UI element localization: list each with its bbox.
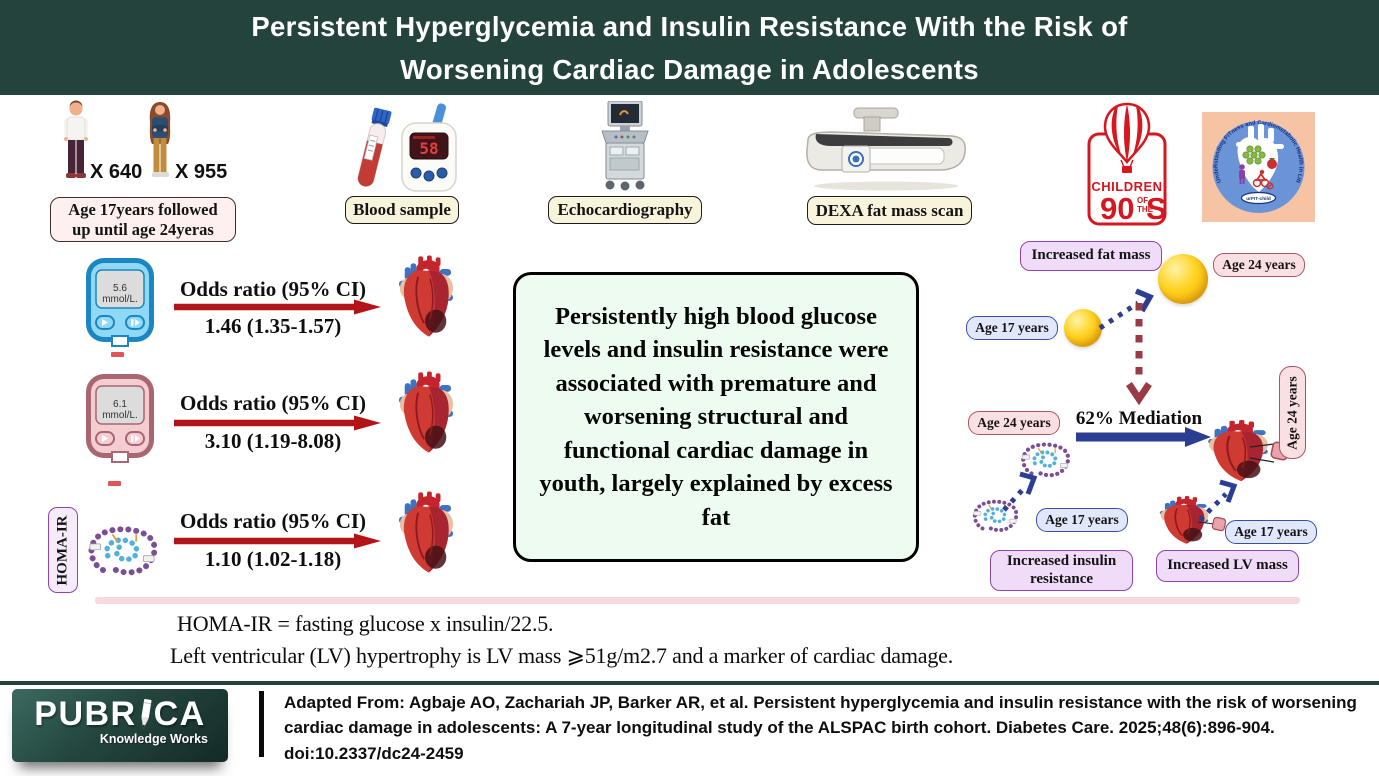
pubrica-wordmark-pre: PUBR xyxy=(34,695,137,733)
insulin-molecule-icon xyxy=(84,520,160,582)
footer-divider xyxy=(0,681,1379,685)
cyclist-icon xyxy=(1252,169,1274,190)
children90s-90: 90 xyxy=(1100,191,1134,226)
lv-age-24-label: Age 24 years xyxy=(1279,366,1306,459)
lv-growth-dotted-arrow xyxy=(1198,479,1238,522)
minus-dash-icon xyxy=(111,352,124,357)
children-of-the-90s-logo: CHILDREN 90 OF THE S xyxy=(1087,102,1167,226)
dexa-scanner-icon xyxy=(806,107,966,191)
lv-age-24-text: Age 24 years xyxy=(1284,375,1300,450)
fat-age-17-label: Age 17 years xyxy=(966,316,1058,340)
increased-lv-mass-label: Increased LV mass xyxy=(1156,550,1299,582)
citation-text: Adapted From: Agbaje AO, Zachariah JP, B… xyxy=(284,693,1357,763)
pubrica-wordmark-post: CA xyxy=(153,695,206,733)
heart-callout-small xyxy=(1197,516,1227,532)
insulin-growth-dotted-arrow xyxy=(1002,471,1038,512)
female-figure-icon xyxy=(149,102,171,177)
insulin-label-line2: resistance xyxy=(1029,570,1094,587)
pubrica-tagline: Knowledge Works xyxy=(99,732,208,746)
heart-icon-3 xyxy=(397,491,455,577)
odds-ratio-value-1: 1.46 (1.35-1.57) xyxy=(204,314,342,338)
blood-tube-icon xyxy=(357,107,392,187)
glucose-reading-1: 5.6 mmol/L. xyxy=(102,283,138,305)
strawberry-icon xyxy=(1267,158,1277,169)
fat-growth-dotted-arrow xyxy=(1098,288,1154,331)
children90s-the: THE xyxy=(1137,205,1154,214)
pencil-icon xyxy=(141,698,152,729)
mediation-percent: 62% Mediation xyxy=(1075,408,1203,429)
odds-ratio-value-2: 3.10 (1.19-8.08) xyxy=(204,429,342,453)
insulin-age-24-text: Age 24 years xyxy=(977,415,1051,430)
grapes-icon xyxy=(1242,145,1266,165)
increased-lv-mass-text: Increased LV mass xyxy=(1167,557,1288,574)
dexa-text: DEXA fat mass scan xyxy=(815,200,964,220)
insulin-age-17-text: Age 17 years xyxy=(1045,512,1119,527)
fat-age-17-text: Age 17 years xyxy=(975,320,1049,335)
red-arrow-3 xyxy=(174,533,381,549)
glucometer-reading: 58 xyxy=(419,139,438,158)
glucose-reading-2: 6.1 mmol/L. xyxy=(102,399,138,421)
homa-ir-text: HOMA-IR xyxy=(54,515,71,585)
title-line1: Persistent Hyperglycemia and Insulin Res… xyxy=(251,11,1128,42)
increased-fat-mass-label: Increased fat mass xyxy=(1020,241,1162,271)
lv-age-17-label: Age 17 years xyxy=(1225,520,1317,544)
conclusion-text: Persistently high blood glucose levels a… xyxy=(539,302,893,531)
glucometer-icon: 58 xyxy=(401,103,457,192)
fat-ball-large xyxy=(1158,254,1208,304)
female-count: X 955 xyxy=(175,161,228,183)
odds-ratio-label-3: Odds ratio (95% CI) xyxy=(179,509,367,533)
children90s-s: S xyxy=(1146,191,1167,226)
pink-divider xyxy=(95,597,1300,604)
echocardiography-machine-icon xyxy=(601,101,649,191)
cohort-label: Age 17years followed up until age 24yera… xyxy=(50,197,236,242)
pubrica-wordmark: PUBR CA xyxy=(12,697,228,731)
insulin-age-24-label: Age 24 years xyxy=(968,411,1060,435)
echocardiography-text: Echocardiography xyxy=(557,200,693,219)
homa-ir-side-label: HOMA-IR xyxy=(48,507,78,593)
fat-age-24-text: Age 24 years xyxy=(1222,257,1296,272)
odds-ratio-label-2: Odds ratio (95% CI) xyxy=(179,391,367,415)
increased-insulin-resistance-label: Increased insulin resistance xyxy=(990,550,1133,591)
title-line2: Worsening Cardiac Damage in Adolescents xyxy=(400,54,979,85)
note-lv-hypertrophy: Left ventricular (LV) hypertrophy is LV … xyxy=(170,643,954,668)
note-homa-ir: HOMA-IR = fasting glucose x insulin/22.5… xyxy=(177,611,554,636)
title-bar: Persistent Hyperglycemia and Insulin Res… xyxy=(0,0,1379,95)
children90s-word: CHILDREN xyxy=(1091,179,1162,194)
lv-age-17-text: Age 17 years xyxy=(1234,524,1308,539)
cohort-label-line1: Age 17years followed xyxy=(68,199,218,219)
fat-ball-small xyxy=(1064,309,1102,347)
blood-sample-text: Blood sample xyxy=(353,200,451,219)
pubrica-logo: PUBR CA Knowledge Works xyxy=(12,689,228,762)
heart-icon-1 xyxy=(397,255,455,341)
heart-icon-2 xyxy=(397,371,455,457)
dexa-label: DEXA fat mass scan xyxy=(807,196,972,225)
minus-dash-icon xyxy=(108,481,121,486)
red-arrow-1 xyxy=(174,299,381,315)
cohort-label-line2: up until age 24yeras xyxy=(72,219,214,239)
mediation-solid-arrow xyxy=(1076,427,1211,447)
person-icon xyxy=(1239,164,1245,184)
odds-ratio-value-3: 1.10 (1.02-1.18) xyxy=(204,547,342,571)
children90s-of: OF xyxy=(1137,196,1148,205)
echocardiography-label: Echocardiography xyxy=(548,196,702,224)
urfit-banner-text: urFIT-child xyxy=(1246,196,1271,202)
fat-age-24-label: Age 24 years xyxy=(1213,253,1305,277)
insulin-age-17-label: Age 17 years xyxy=(1036,508,1128,532)
increased-fat-mass-text: Increased fat mass xyxy=(1031,247,1151,264)
male-figure-icon xyxy=(64,100,88,178)
ge-logo xyxy=(848,151,864,167)
odds-ratio-label-1: Odds ratio (95% CI) xyxy=(179,277,367,301)
urfit-child-logo: UndeRstanding FITness and Cardiometaboli… xyxy=(1202,112,1315,222)
conclusion-box: Persistently high blood glucose levels a… xyxy=(513,272,919,562)
insulin-label-line1: Increased insulin xyxy=(1006,553,1117,569)
blood-sample-label: Blood sample xyxy=(345,196,459,224)
mediation-dotted-arrow xyxy=(1126,303,1152,406)
footer-separator-bar xyxy=(259,691,264,757)
red-arrow-2 xyxy=(174,415,381,431)
male-count: X 640 xyxy=(90,161,143,183)
